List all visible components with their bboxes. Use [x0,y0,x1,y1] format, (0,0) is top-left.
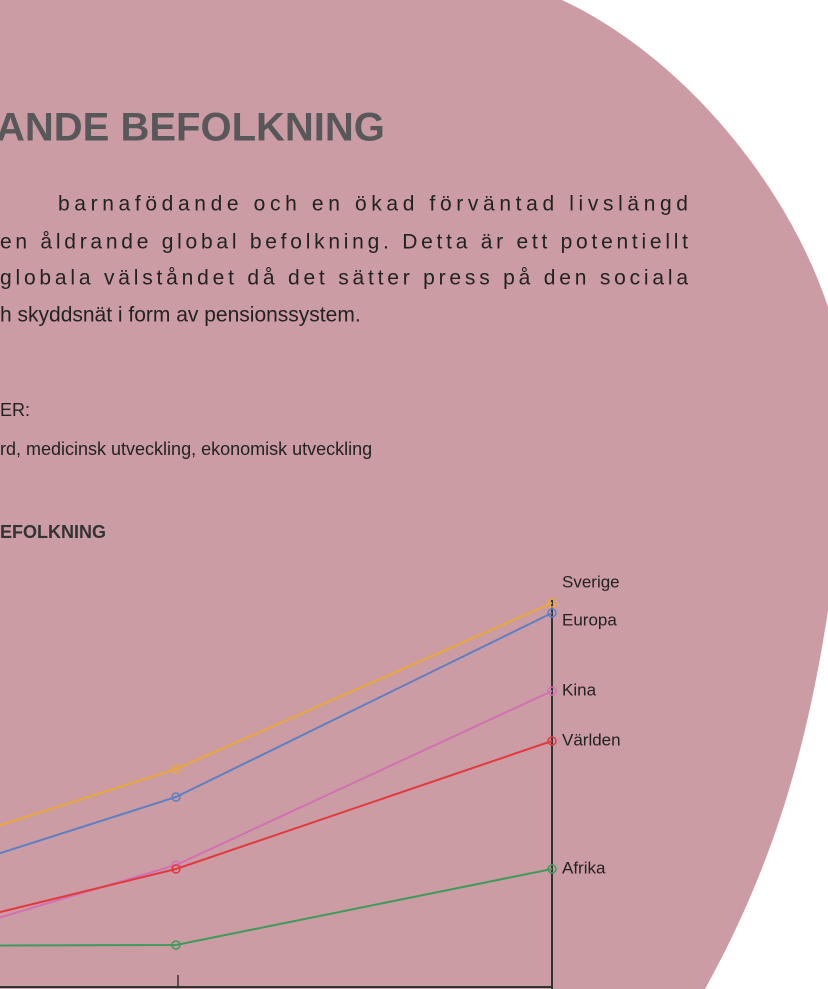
point [547,864,557,874]
point [547,598,557,608]
factors-label: ER: [0,400,30,420]
legend-label: Afrika [562,858,606,877]
legend-label: Europa [562,610,617,629]
factors-text: rd, medicinsk utveckling, ekonomisk utve… [0,439,372,459]
legend-label: Världen [562,730,621,749]
paragraph-line: h skyddsnät i form av pensionssystem. [0,304,361,327]
point [171,864,181,874]
series-line [0,868,553,947]
paragraph-line: barnafödande och en ökad förväntad livsl… [58,193,688,216]
heading: ANDE BEFOLKNING [0,106,385,150]
series-line [0,602,553,827]
paragraph-line: en åldrande global befolkning. Detta är … [0,231,688,254]
series-line [0,612,553,855]
series-line [0,740,553,914]
chart-title: EFOLKNING [0,522,106,542]
legend-label: Sverige [562,572,620,591]
point [547,686,557,696]
point [171,792,181,802]
point [171,940,181,950]
legend-label: Kina [562,680,597,699]
paragraph-line: globala välståndet då det sätter press p… [0,267,688,290]
point [547,736,557,746]
point [547,608,557,618]
point [171,764,181,774]
